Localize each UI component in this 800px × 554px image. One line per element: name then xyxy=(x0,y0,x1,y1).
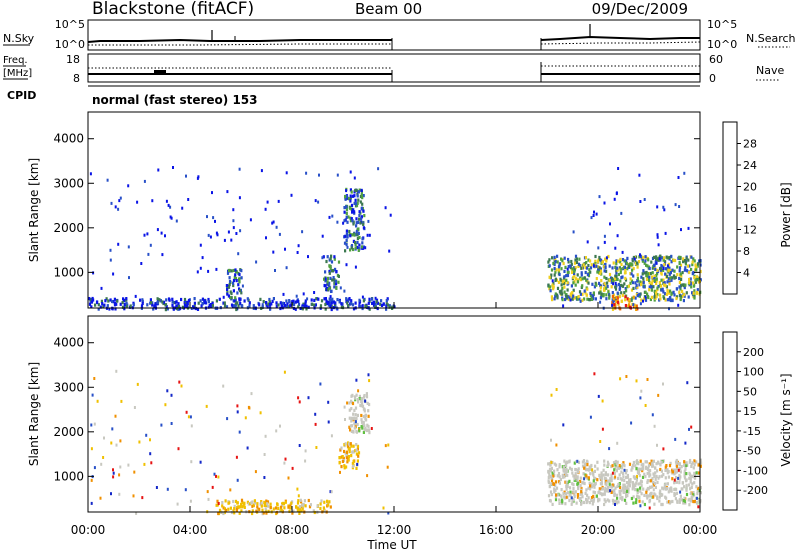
power-echo-region xyxy=(225,268,243,302)
velocity-echo-region xyxy=(547,458,703,507)
nsky-tick-low: 10^0 xyxy=(55,38,85,51)
power-colorbar: 4 8 12 16 20 24 28 Power [dB] xyxy=(722,121,793,295)
power-colorbar-tick-label: 8 xyxy=(743,245,750,258)
time-axis-label: Time UT xyxy=(366,538,417,552)
time-tick-label: 08:00 xyxy=(275,523,310,537)
power-colorbar-tick-label: 16 xyxy=(743,202,757,215)
nsearch-tick-low: 10^0 xyxy=(707,38,737,51)
velocity-ytick-label: 1000 xyxy=(53,469,84,483)
power-colorbar-tick-label: 20 xyxy=(743,181,757,194)
power-echo-region xyxy=(547,254,702,303)
power-ytick-label: 2000 xyxy=(53,221,84,235)
velocity-colorbar-tick-label: 50 xyxy=(743,385,757,398)
power-colorbar-frame xyxy=(722,121,738,295)
velocity-colorbar-frame xyxy=(722,331,738,511)
velocity-colorbar-tick-label: -100 xyxy=(743,464,768,477)
time-tick-label: 12:00 xyxy=(377,523,412,537)
nsky-label: N.Sky xyxy=(3,32,35,45)
nsky-trace xyxy=(87,24,701,50)
time-tick-label: 04:00 xyxy=(173,523,208,537)
power-x-tickmarks xyxy=(87,302,701,308)
velocity-colorbar-tick-label: 200 xyxy=(743,346,764,359)
power-echo-layer xyxy=(88,166,702,312)
time-tick-label: 20:00 xyxy=(581,523,616,537)
velocity-echo-region xyxy=(215,498,332,516)
cpid-label: CPID xyxy=(7,89,36,102)
velocity-scatter-echoes xyxy=(90,369,700,515)
power-colorbar-tick-label: 12 xyxy=(743,224,757,237)
cpid-text: normal (fast stereo) 153 xyxy=(92,93,258,107)
station-title: Blackstone (fitACF) xyxy=(92,0,254,19)
power-y-axis: 1000 2000 3000 4000 xyxy=(53,132,700,279)
velocity-colorbar-tick-label: -50 xyxy=(743,445,761,458)
velocity-echo-region xyxy=(338,441,361,470)
nave-label: Nave xyxy=(756,64,784,77)
nsearch-tick-high: 10^5 xyxy=(707,18,737,31)
velocity-x-axis: 00:00 04:00 08:00 12:00 16:00 20:00 00:00 xyxy=(71,506,718,537)
velocity-panel: 1000 2000 3000 4000 00:00 04:00 08:00 12:00 16:… xyxy=(27,315,718,552)
freq-tick-low: 8 xyxy=(73,72,80,85)
velocity-colorbar-tick-label: 100 xyxy=(743,366,764,379)
velocity-colorbar-tick-label: -15 xyxy=(743,425,761,438)
power-scatter-echoes xyxy=(89,166,690,311)
nsearch-strip-right-axis: 10^5 10^0 N.Search xyxy=(707,18,796,51)
freq-trace xyxy=(88,62,700,82)
power-colorbar-tick-label: 28 xyxy=(743,138,757,151)
freq-strip-left-axis: Freq. [MHz] 18 8 xyxy=(3,53,80,85)
velocity-colorbar-label: Velocity [m s⁻¹] xyxy=(779,373,793,466)
power-colorbar-tick-label: 24 xyxy=(743,159,757,172)
velocity-colorbar-ticks: 200 100 50 15 -15 -50 -100 -200 xyxy=(737,346,768,497)
velocity-ytick-label: 3000 xyxy=(53,380,84,394)
velocity-colorbar: 200 100 50 15 -15 -50 -100 -200 Velocity [m s⁻¹… xyxy=(722,331,793,511)
freq-unit-label: [MHz] xyxy=(3,68,32,79)
power-ytick-label: 1000 xyxy=(53,265,84,279)
power-ytick-label: 4000 xyxy=(53,132,84,146)
power-colorbar-tick-label: 4 xyxy=(743,267,750,280)
time-tick-label: 00:00 xyxy=(683,523,718,537)
time-tick-label: 00:00 xyxy=(71,523,106,537)
power-colorbar-label: Power [dB] xyxy=(779,182,793,247)
velocity-colorbar-tick-label: 15 xyxy=(743,405,757,418)
power-panel: 1000 2000 3000 4000 Slant Range [km] xyxy=(27,111,702,312)
power-echo-region xyxy=(322,254,341,293)
power-y-axis-label: Slant Range [km] xyxy=(27,158,41,262)
nsky-strip-frame xyxy=(87,19,701,51)
power-echo-region xyxy=(343,187,366,253)
velocity-y-axis: 1000 2000 3000 4000 xyxy=(53,336,700,483)
velocity-y-axis-label: Slant Range [km] xyxy=(27,362,41,466)
freq-tick-high: 18 xyxy=(66,53,80,66)
beam-title: Beam 00 xyxy=(355,0,422,18)
date-title: 09/Dec/2009 xyxy=(592,0,688,18)
velocity-colorbar-tick-label: -200 xyxy=(743,484,768,497)
nave-tick-high: 60 xyxy=(709,53,723,66)
nsky-strip-left-axis: N.Sky 10^5 10^0 xyxy=(3,18,85,51)
nsearch-label: N.Search xyxy=(746,32,796,45)
velocity-echo-region xyxy=(348,392,371,435)
nave-strip-right-axis: 60 0 Nave xyxy=(709,53,784,85)
velocity-ytick-label: 2000 xyxy=(53,425,84,439)
power-echo-region xyxy=(88,296,396,312)
nave-tick-low: 0 xyxy=(709,72,716,85)
freq-label: Freq. xyxy=(3,55,28,66)
time-tick-label: 16:00 xyxy=(479,523,514,537)
nsky-tick-high: 10^5 xyxy=(55,18,85,31)
velocity-ytick-label: 4000 xyxy=(53,336,84,350)
power-ytick-label: 3000 xyxy=(53,176,84,190)
velocity-echo-layer xyxy=(90,369,703,516)
power-colorbar-ticks: 4 8 12 16 20 24 28 xyxy=(737,138,757,280)
